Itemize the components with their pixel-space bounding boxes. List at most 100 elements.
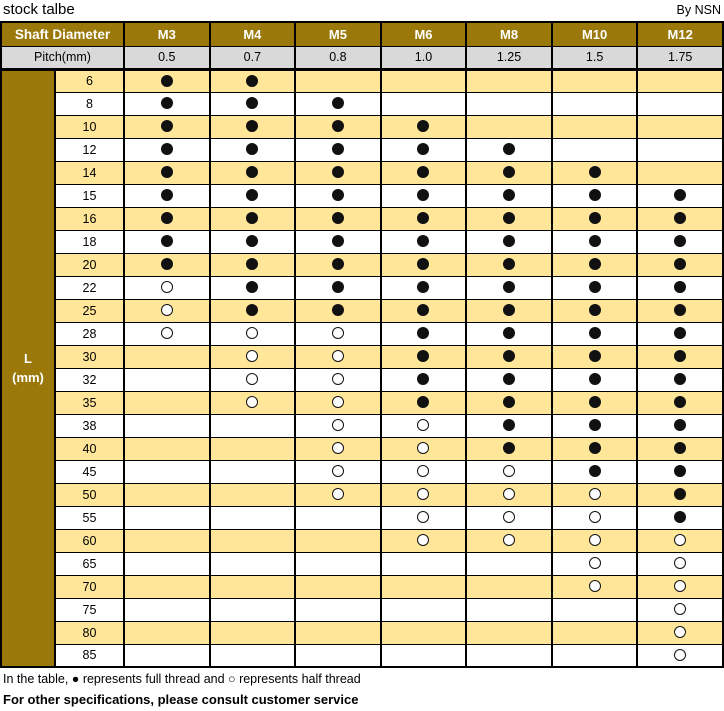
cell-m3-l60 bbox=[123, 528, 211, 553]
cell-m10-l32 bbox=[550, 367, 639, 392]
full-thread-marker bbox=[331, 166, 344, 179]
half-thread-marker bbox=[503, 534, 516, 547]
cell-m5-l35 bbox=[294, 390, 382, 415]
half-thread-marker bbox=[674, 580, 687, 593]
cell-m10-l28 bbox=[550, 321, 639, 346]
col-header-m8: M8 bbox=[465, 21, 553, 47]
cell-m5-l18 bbox=[294, 229, 382, 254]
table-row-l38: 38 bbox=[1, 413, 724, 438]
full-thread-marker bbox=[674, 304, 687, 317]
l-value: 75 bbox=[54, 597, 125, 622]
cell-m6-l85 bbox=[379, 643, 468, 668]
cell-m5-l80 bbox=[294, 620, 382, 645]
cell-m4-l14 bbox=[208, 160, 297, 185]
cell-m4-l12 bbox=[208, 137, 297, 162]
cell-m3-l45 bbox=[123, 459, 211, 484]
cell-m6-l22 bbox=[379, 275, 468, 300]
cell-m6-l18 bbox=[379, 229, 468, 254]
table-row-l60: 60 bbox=[1, 528, 724, 553]
full-thread-marker bbox=[674, 350, 687, 363]
half-thread-marker bbox=[588, 488, 601, 501]
l-value: 30 bbox=[54, 344, 125, 369]
cell-m6-l30 bbox=[379, 344, 468, 369]
full-thread-marker bbox=[588, 166, 601, 179]
half-thread-marker bbox=[503, 511, 516, 524]
cell-m5-l10 bbox=[294, 114, 382, 139]
cell-m10-l38 bbox=[550, 413, 639, 438]
full-thread-marker bbox=[160, 97, 173, 110]
cell-m3-l80 bbox=[123, 620, 211, 645]
cell-m8-l75 bbox=[465, 597, 553, 622]
table-row-l30: 30 bbox=[1, 344, 724, 369]
cell-m8-l15 bbox=[465, 183, 553, 208]
cell-m3-l18 bbox=[123, 229, 211, 254]
full-thread-marker bbox=[588, 419, 601, 432]
byline: By NSN bbox=[676, 3, 721, 17]
cell-m12-l16 bbox=[636, 206, 724, 231]
l-value: 80 bbox=[54, 620, 125, 645]
half-thread-marker bbox=[160, 327, 173, 340]
cell-m4-l80 bbox=[208, 620, 297, 645]
cell-m6-l55 bbox=[379, 505, 468, 530]
half-thread-marker bbox=[246, 396, 259, 409]
full-thread-marker bbox=[588, 442, 601, 455]
cell-m5-l75 bbox=[294, 597, 382, 622]
full-thread-marker bbox=[674, 212, 687, 225]
cell-m5-l40 bbox=[294, 436, 382, 461]
half-thread-marker bbox=[588, 534, 601, 547]
full-thread-marker bbox=[503, 212, 516, 225]
cell-m10-l12 bbox=[550, 137, 639, 162]
l-value: 20 bbox=[54, 252, 125, 277]
cell-m4-l50 bbox=[208, 482, 297, 507]
full-thread-marker bbox=[417, 143, 430, 156]
cell-m12-l32 bbox=[636, 367, 724, 392]
full-thread-marker bbox=[417, 120, 430, 133]
cell-m10-l8 bbox=[550, 91, 639, 116]
table-row-l35: 35 bbox=[1, 390, 724, 415]
cell-m5-l16 bbox=[294, 206, 382, 231]
col-header-m4: M4 bbox=[208, 21, 297, 47]
cell-m8-l45 bbox=[465, 459, 553, 484]
full-thread-marker bbox=[331, 143, 344, 156]
cell-m8-l16 bbox=[465, 206, 553, 231]
table-row-l40: 40 bbox=[1, 436, 724, 461]
cell-m8-l35 bbox=[465, 390, 553, 415]
l-value: 40 bbox=[54, 436, 125, 461]
full-thread-marker bbox=[246, 235, 259, 248]
cell-m8-l20 bbox=[465, 252, 553, 277]
cell-m12-l70 bbox=[636, 574, 724, 599]
cell-m8-l38 bbox=[465, 413, 553, 438]
col-header-m5: M5 bbox=[294, 21, 382, 47]
l-value: 32 bbox=[54, 367, 125, 392]
half-thread-marker bbox=[588, 580, 601, 593]
pitch-value-m10: 1.5 bbox=[550, 45, 639, 71]
full-thread-marker bbox=[331, 258, 344, 271]
cell-m6-l6 bbox=[379, 68, 468, 93]
cell-m8-l25 bbox=[465, 298, 553, 323]
page-title: stock talbe bbox=[3, 1, 75, 18]
cell-m10-l10 bbox=[550, 114, 639, 139]
cell-m4-l15 bbox=[208, 183, 297, 208]
l-value: 85 bbox=[54, 643, 125, 668]
cell-m12-l18 bbox=[636, 229, 724, 254]
half-thread-marker bbox=[417, 534, 430, 547]
cell-m12-l35 bbox=[636, 390, 724, 415]
full-thread-marker bbox=[417, 235, 430, 248]
cell-m5-l15 bbox=[294, 183, 382, 208]
full-thread-marker bbox=[160, 120, 173, 133]
cell-m5-l8 bbox=[294, 91, 382, 116]
table-row-l80: 80 bbox=[1, 620, 724, 645]
full-thread-marker bbox=[160, 258, 173, 271]
full-thread-marker bbox=[503, 350, 516, 363]
full-thread-marker bbox=[417, 212, 430, 225]
cell-m10-l14 bbox=[550, 160, 639, 185]
cell-m5-l55 bbox=[294, 505, 382, 530]
cell-m3-l28 bbox=[123, 321, 211, 346]
cell-m6-l45 bbox=[379, 459, 468, 484]
table-row-l85: 85 bbox=[1, 643, 724, 668]
full-thread-marker bbox=[160, 143, 173, 156]
half-thread-marker bbox=[331, 350, 344, 363]
cell-m3-l14 bbox=[123, 160, 211, 185]
l-value: 25 bbox=[54, 298, 125, 323]
